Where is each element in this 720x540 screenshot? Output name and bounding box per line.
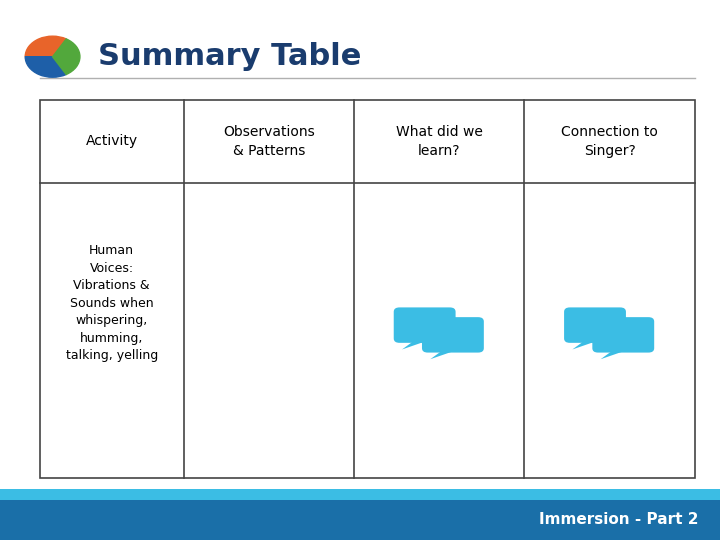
Wedge shape <box>25 36 66 57</box>
Text: Immersion - Part 2: Immersion - Part 2 <box>539 512 698 527</box>
Polygon shape <box>572 339 604 349</box>
Text: Activity: Activity <box>86 134 138 149</box>
Bar <box>40 100 695 478</box>
Text: What did we
learn?: What did we learn? <box>396 125 482 158</box>
FancyBboxPatch shape <box>422 317 484 353</box>
Bar <box>0 500 720 540</box>
Bar <box>0 489 720 500</box>
Text: Observations
& Patterns: Observations & Patterns <box>223 125 315 158</box>
Polygon shape <box>600 348 632 359</box>
Polygon shape <box>431 348 462 359</box>
FancyBboxPatch shape <box>394 307 456 343</box>
Polygon shape <box>402 339 433 349</box>
Wedge shape <box>53 39 80 75</box>
FancyBboxPatch shape <box>564 307 626 343</box>
Text: Connection to
Singer?: Connection to Singer? <box>561 125 658 158</box>
Text: Human
Voices:
Vibrations &
Sounds when
whispering,
humming,
talking, yelling: Human Voices: Vibrations & Sounds when w… <box>66 245 158 362</box>
Wedge shape <box>25 57 66 77</box>
Text: Summary Table: Summary Table <box>98 42 361 71</box>
FancyBboxPatch shape <box>593 317 654 353</box>
